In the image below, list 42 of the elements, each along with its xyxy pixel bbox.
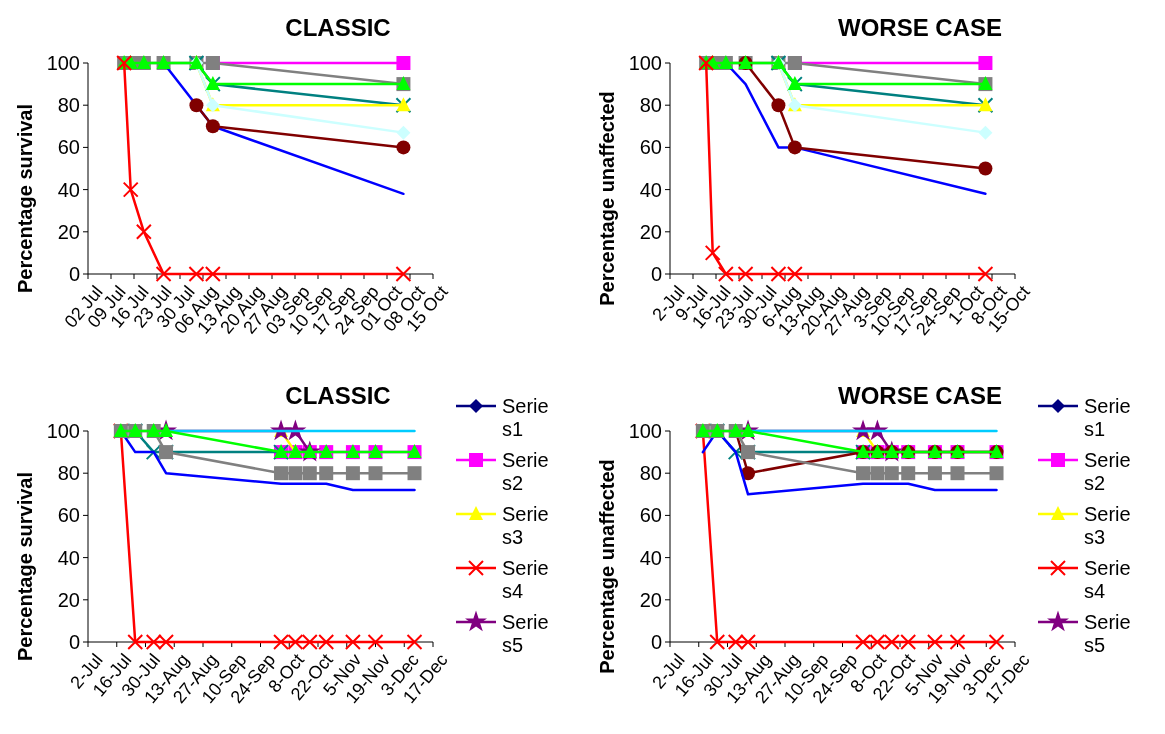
legend-label: Series2	[502, 449, 549, 494]
legend-label: Series1	[502, 395, 549, 440]
chart-title: WORSE CASE	[837, 382, 1003, 409]
legend-label: Series5	[502, 611, 549, 656]
legend-label: Series3	[502, 503, 549, 548]
legend-label: Series5	[1084, 611, 1131, 656]
chart-title: CLASSIC	[285, 14, 391, 41]
y-axis-title: Percentage survival	[14, 472, 36, 661]
y-tick-label: 0	[650, 631, 662, 653]
y-tick-label: 60	[639, 504, 662, 527]
y-tick-label: 0	[650, 263, 662, 285]
y-tick-label: 0	[68, 263, 80, 285]
y-tick-label: 100	[628, 52, 662, 74]
y-axis-title: Percentage survival	[14, 104, 36, 293]
y-tick-label: 60	[639, 136, 662, 159]
y-tick-label: 0	[68, 631, 80, 653]
legend-label: Series3	[1084, 503, 1131, 548]
chart-title: WORSE CASE	[837, 14, 1003, 41]
y-axis-title: Percentage unaffected	[596, 459, 618, 674]
y-tick-label: 80	[57, 462, 80, 485]
y-tick-label: 40	[639, 546, 662, 569]
y-tick-label: 100	[46, 52, 80, 74]
chart-title: CLASSIC	[285, 382, 391, 409]
y-tick-label: 20	[639, 220, 662, 243]
y-tick-label: 20	[57, 588, 80, 611]
y-axis-title: Percentage unaffected	[596, 91, 618, 306]
legend-label: Series4	[502, 557, 549, 602]
y-tick-label: 80	[57, 94, 80, 117]
y-tick-label: 40	[639, 178, 662, 201]
y-tick-label: 20	[639, 588, 662, 611]
y-tick-label: 40	[57, 178, 80, 201]
legend-label: Series1	[1084, 395, 1131, 440]
y-tick-label: 40	[57, 546, 80, 569]
y-tick-label: 20	[57, 220, 80, 243]
legend-label: Series2	[1084, 449, 1131, 494]
legend-label: Series4	[1084, 557, 1131, 602]
y-tick-label: 60	[57, 136, 80, 159]
y-tick-label: 80	[639, 94, 662, 117]
y-tick-label: 80	[639, 462, 662, 485]
y-tick-label: 100	[628, 420, 662, 442]
y-tick-label: 60	[57, 504, 80, 527]
y-tick-label: 100	[46, 420, 80, 442]
